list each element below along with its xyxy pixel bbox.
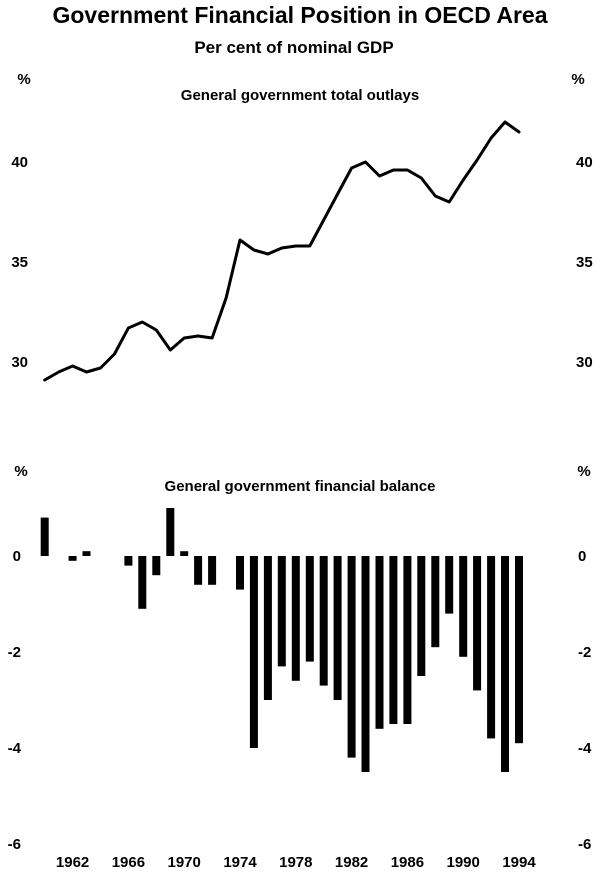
outlays-y-tick-right: 35 [576,254,593,271]
balance-y-tick-left: -2 [8,644,21,661]
year-tick-label: 1982 [335,854,368,871]
balance-bar [389,556,398,724]
balance-bar [459,556,468,657]
year-tick-label: 1962 [56,854,89,871]
balance-y-tick-right: -4 [578,740,592,757]
outlays-y-tick-right: 30 [576,354,593,371]
balance-bar [319,556,328,686]
balance-bar [417,556,426,676]
balance-bar [403,556,412,724]
balance-bar [236,556,244,590]
balance-bar [152,556,161,576]
bottom-right-unit: % [577,463,590,480]
balance-plot-area: 0 0 -2 -2 -4 -4 -6 -6 1962 1966 1970 1974 1978 1982 19… [8,508,592,871]
balance-bar [194,556,203,585]
balance-bar [291,556,300,681]
balance-y-tick-left: -4 [8,740,22,757]
balance-bar [515,556,523,744]
top-left-unit: % [17,71,30,88]
bottom-panel-title: General government financial balance [165,478,436,495]
balance-bar [208,556,217,585]
balance-bar [40,517,49,556]
balance-bar [333,556,342,700]
balance-bar [166,508,175,556]
balance-bar [347,556,356,758]
balance-y-tick-right: 0 [578,548,586,565]
balance-bar [277,556,286,667]
outlays-y-tick-right: 40 [576,154,593,171]
balance-bar [431,556,440,648]
balance-y-tick-left: 0 [13,548,21,565]
balance-bar [263,556,272,700]
balance-y-tick-left: -6 [8,836,21,853]
year-tick-label: 1994 [502,854,536,871]
balance-bar [124,556,133,566]
year-tick-label: 1990 [447,854,480,871]
balance-bar [68,556,77,561]
balance-bar [487,556,496,739]
balance-bar [305,556,314,662]
outlays-y-tick-left: 40 [11,154,28,171]
outlays-y-tick-left: 35 [11,254,28,271]
year-tick-label: 1970 [168,854,201,871]
balance-bar [445,556,454,614]
balance-bar [82,551,91,556]
balance-bar [138,556,147,609]
balance-y-tick-right: -6 [578,836,591,853]
chart-subtitle: Per cent of nominal GDP [194,38,393,57]
year-tick-label: 1986 [391,854,424,871]
year-tick-label: 1974 [223,854,257,871]
top-right-unit: % [571,71,584,88]
balance-bar [361,556,370,772]
balance-y-tick-right: -2 [578,644,591,661]
outlays-line [43,120,521,382]
bottom-left-unit: % [14,463,27,480]
chart-title: Government Financial Position in OECD Ar… [52,2,547,28]
balance-bar [501,556,509,772]
top-panel-title: General government total outlays [181,87,419,104]
balance-bar [249,556,258,748]
balance-bar [375,556,384,729]
outlays-plot-area: 30 30 35 35 40 40 [11,120,593,382]
outlays-y-tick-left: 30 [11,354,28,371]
year-tick-label: 1978 [279,854,312,871]
year-tick-label: 1966 [112,854,145,871]
balance-bar [180,551,189,556]
balance-bar [473,556,482,691]
